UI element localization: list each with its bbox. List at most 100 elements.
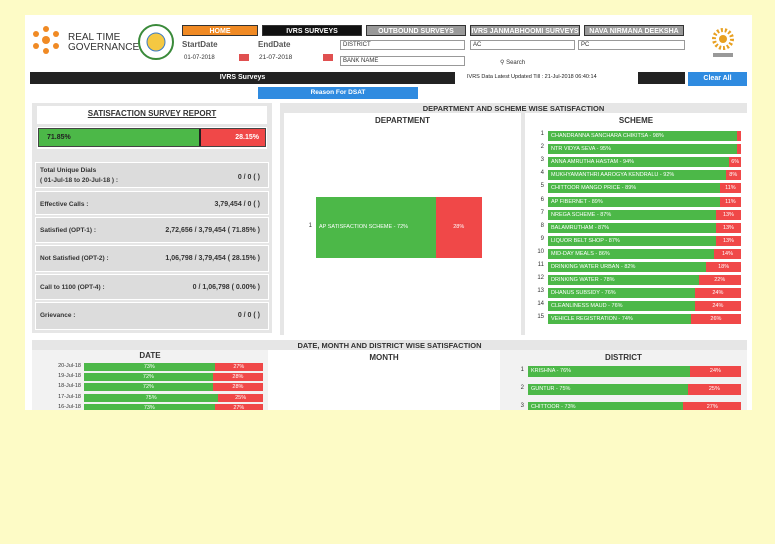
green-bar: CHANDRANNA SANCHARA CHIKITSA - 98% — [548, 131, 738, 141]
calendar-icon[interactable] — [239, 54, 249, 61]
green-bar: 75% — [84, 393, 219, 402]
report-title-box — [37, 106, 267, 124]
nav-tab[interactable]: HOME — [182, 25, 258, 36]
district-panel — [500, 350, 747, 410]
divider — [280, 113, 284, 335]
green-bar: 72% — [84, 373, 213, 382]
end-date[interactable]: 21-07-2018 — [259, 54, 293, 61]
green-bar: CLEANLINESS MAUD - 76% — [548, 301, 695, 312]
red-bar: 28% — [212, 383, 263, 392]
nav-tab[interactable]: IVRS JANMABHOOMI SURVEYS — [470, 25, 580, 36]
red-bar: 25% — [218, 393, 263, 402]
bank-select[interactable]: BANK NAME — [340, 56, 465, 66]
section-strip — [32, 340, 747, 350]
nav-tab[interactable]: OUTBOUND SURVEYS — [366, 25, 466, 36]
green-bar: ANNA AMRUTHA HASTAM - 94% — [548, 157, 730, 168]
district-select[interactable]: DISTRICT — [340, 40, 465, 50]
rank: 1 — [520, 366, 524, 373]
stat-value: 2,72,656 / 3,79,454 ( 71.85% ) — [165, 227, 260, 234]
stat-label: Effective Calls : — [40, 201, 89, 208]
red-bar: 28% — [212, 373, 263, 382]
red-bar: 13% — [715, 235, 741, 246]
stat-row: Not Satisfied (OPT-2) : 1,06,798 / 3,79,4… — [35, 245, 269, 272]
date-bar: 72% 28% — [84, 383, 263, 392]
red-bar: 26% — [690, 314, 741, 325]
end-label: EndDate — [258, 40, 291, 49]
rank: 4 — [540, 170, 544, 177]
green-bar: KRISHNA - 76% — [528, 366, 690, 377]
rank: 3 — [540, 157, 544, 164]
dashboard: REAL TIME GOVERNANCE StartDate EndDate 01… — [25, 15, 752, 410]
logo-icon — [33, 26, 59, 54]
stat-row: Call to 1100 (OPT-4) : 0 / 1,06,798 ( 0.0… — [35, 274, 269, 300]
date-bar: 75% 25% — [84, 393, 263, 402]
green-bar: 73% — [84, 363, 215, 371]
dissatisfied-bar: 28.15% — [201, 129, 265, 146]
divider — [521, 113, 525, 335]
red-bar: 24% — [694, 301, 741, 312]
pc-select[interactable]: PC — [578, 40, 685, 50]
red-bar: 13% — [715, 222, 741, 233]
bar-row: NREGA SCHEME - 87% 13% — [548, 209, 741, 220]
stat-value: 3,79,454 / 0 ( ) — [214, 201, 260, 208]
bar-row: NTR VIDYA SEVA - 95% — [548, 144, 741, 155]
green-bar: DHANUS SUBSIDY - 76% — [548, 288, 695, 299]
bar-row: AP FIBERNET - 89% 11% — [548, 196, 741, 207]
bar-row: CHANDRANNA SANCHARA CHIKITSA - 98% — [548, 131, 741, 141]
stat-label: Not Satisfied (OPT-2) : — [40, 255, 109, 262]
red-bar: 27% — [214, 403, 263, 410]
start-label: StartDate — [182, 40, 218, 49]
ac-select[interactable]: AC — [470, 40, 575, 50]
stat-row: Satisfied (OPT-1) : 2,72,656 / 3,79,454 (… — [35, 217, 269, 243]
rank: 10 — [537, 248, 544, 255]
stat-value: 0 / 0 ( ) — [237, 174, 260, 181]
rank: 12 — [537, 275, 544, 282]
red-bar: 24% — [689, 366, 741, 377]
red-bar — [737, 131, 741, 141]
rank: 6 — [540, 196, 544, 203]
red-bar: 11% — [719, 196, 741, 207]
update-text: IVRS Data Latest Updated Till : 21-Jul-2… — [467, 74, 597, 80]
stat-row: Effective Calls : 3,79,454 / 0 ( ) — [35, 191, 269, 215]
scheme-heading: SCHEME — [618, 116, 654, 125]
red-bar: 27% — [214, 363, 263, 371]
stat-row: Total Unique Dials ( 01-Jul-18 to 20-Jul-… — [35, 162, 269, 188]
toolbar-title: IVRS Surveys — [219, 74, 266, 81]
red-bar: 28% — [435, 197, 482, 258]
nav-tab[interactable]: IVRS SURVEYS — [262, 25, 362, 36]
green-bar: MUKHYAMANTHRI AAROGYA KENDRALU - 92% — [548, 170, 726, 181]
date-label: 19-Jul-18 — [58, 373, 81, 380]
green-bar: CHITTOOR - 73% — [528, 402, 684, 410]
district-heading: DISTRICT — [605, 353, 642, 362]
bar-row: AP SATISFACTION SCHEME - 72% 28% — [316, 197, 482, 258]
red-bar: 18% — [706, 262, 741, 272]
date-heading: DATE — [139, 351, 161, 360]
logo-text: REAL TIME GOVERNANCE — [68, 33, 139, 53]
stat-label: Satisfied (OPT-1) : — [40, 227, 96, 234]
red-bar: 14% — [713, 248, 741, 259]
stat-value: 0 / 1,06,798 ( 0.00% ) — [192, 284, 260, 291]
bar-row: MUKHYAMANTHRI AAROGYA KENDRALU - 92% 8% — [548, 170, 741, 181]
nav-tab[interactable]: NAVA NIRMANA DEEKSHA — [584, 25, 684, 36]
bar-row: VEHICLE REGISTRATION - 74% 26% — [548, 314, 741, 325]
clear-button[interactable]: Clear All — [688, 72, 747, 86]
green-bar: NREGA SCHEME - 87% — [548, 209, 716, 220]
date-bar: 72% 28% — [84, 373, 263, 382]
green-bar: VEHICLE REGISTRATION - 74% — [548, 314, 691, 325]
date-label: 18-Jul-18 — [58, 383, 81, 390]
bar-row: LIQUOR BELT SHOP - 87% 13% — [548, 235, 741, 246]
red-bar: 13% — [715, 209, 741, 220]
search[interactable]: ⚲ Search — [500, 60, 526, 66]
bar-row: DRINKING WATER - 78% 22% — [548, 275, 741, 286]
search-text: Search — [506, 60, 526, 66]
red-bar — [737, 144, 741, 155]
start-date[interactable]: 01-07-2018 — [184, 55, 215, 61]
report-title: SATISFACTION SURVEY REPORT — [87, 109, 217, 118]
bar-row: ANNA AMRUTHA HASTAM - 94% 6% — [548, 157, 741, 168]
bar-row: CHITTOOR - 73% 27% — [528, 402, 741, 410]
calendar-icon[interactable] — [323, 54, 333, 61]
toolbar-bar — [30, 72, 455, 84]
logo-line: GOVERNANCE — [68, 42, 140, 53]
reason-button[interactable]: Reason For DSAT — [258, 87, 418, 99]
